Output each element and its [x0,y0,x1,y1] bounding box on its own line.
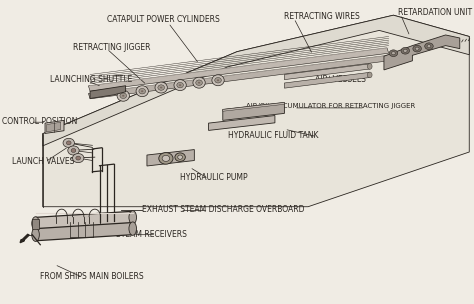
Ellipse shape [179,84,182,86]
Polygon shape [90,86,126,98]
Text: LAUNCH VALVES: LAUNCH VALVES [12,157,74,166]
Polygon shape [88,55,389,99]
Text: STEAM RECEIVERS: STEAM RECEIVERS [116,230,187,239]
Text: CATAPULT POWER CYLINDERS: CATAPULT POWER CYLINDERS [107,15,220,24]
Text: AIR  VESSELS: AIR VESSELS [315,74,366,84]
Polygon shape [88,48,389,91]
Text: HYDRAULIC FLUID TANK: HYDRAULIC FLUID TANK [228,131,318,140]
Ellipse shape [129,222,137,235]
Ellipse shape [71,149,76,153]
Polygon shape [384,35,460,70]
Ellipse shape [389,50,398,57]
Polygon shape [284,64,370,80]
Ellipse shape [193,77,205,88]
Polygon shape [147,150,194,166]
Ellipse shape [392,52,395,55]
Text: HYDRAULIC PUMP: HYDRAULIC PUMP [180,173,248,182]
Text: FROM SHIPS MAIN BOILERS: FROM SHIPS MAIN BOILERS [40,272,144,281]
Ellipse shape [162,155,170,161]
Ellipse shape [415,47,419,50]
Polygon shape [45,120,64,133]
Text: RETARDATION UNIT: RETARDATION UNIT [398,8,472,17]
Ellipse shape [198,82,200,84]
Text: EXHAUST STEAM DISCHARGE OVERBOARD: EXHAUST STEAM DISCHARGE OVERBOARD [142,205,305,214]
Ellipse shape [403,49,407,52]
Polygon shape [43,15,469,207]
Polygon shape [284,72,370,88]
Polygon shape [223,102,284,111]
Text: RETRACTING WIRES: RETRACTING WIRES [284,12,360,21]
Polygon shape [43,15,469,146]
Ellipse shape [136,86,148,97]
FancyBboxPatch shape [32,219,39,229]
Ellipse shape [158,85,164,90]
Polygon shape [36,223,133,241]
Ellipse shape [196,80,202,85]
Polygon shape [223,102,284,120]
Ellipse shape [425,43,433,50]
Ellipse shape [215,78,221,83]
Ellipse shape [413,45,421,52]
Ellipse shape [122,95,124,97]
Text: LAUNCHING SHUTTLE: LAUNCHING SHUTTLE [50,74,132,84]
Ellipse shape [427,45,431,48]
Polygon shape [46,122,61,132]
Ellipse shape [117,90,129,101]
Ellipse shape [63,138,74,147]
Ellipse shape [367,72,372,78]
Polygon shape [36,211,133,230]
Ellipse shape [401,47,410,54]
Ellipse shape [141,90,143,92]
Ellipse shape [155,82,167,93]
Polygon shape [209,116,275,130]
Ellipse shape [217,79,219,81]
FancyArrow shape [20,234,29,243]
Ellipse shape [66,141,71,145]
Ellipse shape [73,154,84,163]
Text: RETRACTING JIGGER: RETRACTING JIGGER [73,43,151,52]
Ellipse shape [139,88,146,94]
Text: CONTROL POSITION: CONTROL POSITION [2,117,78,126]
Ellipse shape [76,156,81,160]
Ellipse shape [68,146,79,155]
Ellipse shape [178,155,182,159]
Ellipse shape [175,153,185,161]
Ellipse shape [120,93,127,98]
Ellipse shape [32,217,39,230]
Ellipse shape [129,211,137,224]
Ellipse shape [212,75,224,86]
Text: AIR/OIL ACCUMULATOR FOR RETRACTING JIGGER: AIR/OIL ACCUMULATOR FOR RETRACTING JIGGE… [246,103,416,109]
Ellipse shape [160,87,162,88]
Ellipse shape [32,228,39,241]
Ellipse shape [367,64,372,69]
Ellipse shape [159,153,173,164]
Ellipse shape [177,82,183,88]
Ellipse shape [174,80,186,91]
